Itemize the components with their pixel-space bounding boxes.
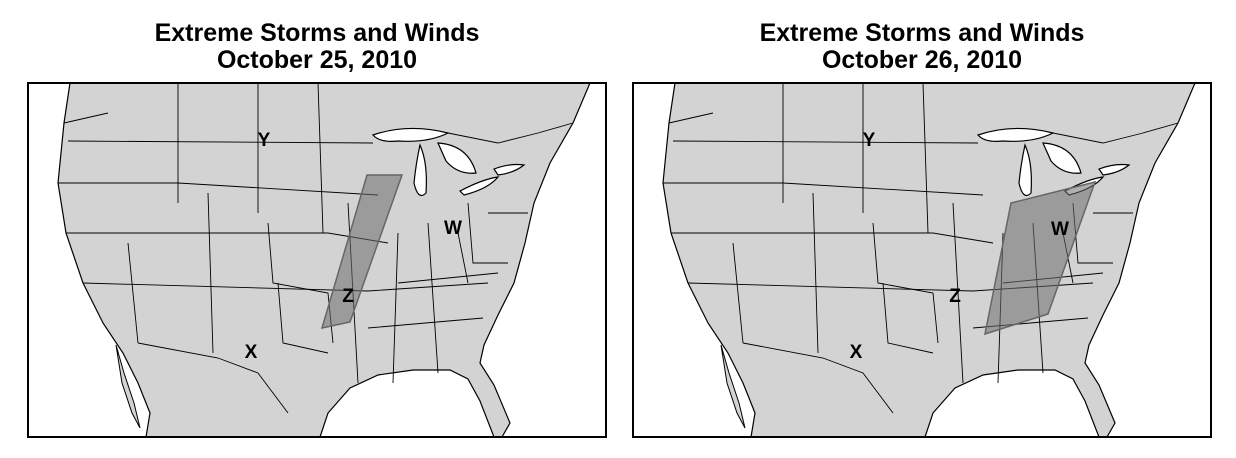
- storm-area: [320, 174, 404, 329]
- lake: [493, 163, 526, 176]
- state-border: [277, 282, 329, 354]
- lake: [1042, 142, 1082, 174]
- lake: [1018, 143, 1032, 196]
- state-border: [392, 232, 399, 384]
- map: Y W Z X: [632, 82, 1212, 438]
- state-border: [668, 112, 714, 124]
- location-label: Z: [949, 286, 961, 307]
- lake: [976, 127, 1055, 142]
- lake: [437, 142, 477, 174]
- state-border: [812, 192, 819, 354]
- map-title: Extreme Storms and Winds: [760, 19, 1085, 47]
- state-border: [207, 192, 214, 354]
- location-label: Z: [342, 286, 354, 307]
- ocean: [924, 369, 1100, 438]
- lake: [458, 176, 500, 196]
- map-title: Extreme Storms and Winds: [155, 19, 480, 47]
- map-date: October 25, 2010: [217, 46, 417, 74]
- map-date: October 26, 2010: [822, 46, 1022, 74]
- state-border: [952, 202, 964, 384]
- state-border: [663, 182, 984, 196]
- state-border: [882, 282, 934, 354]
- state-border: [732, 242, 744, 344]
- location-label: W: [1051, 219, 1069, 240]
- location-label: Y: [863, 130, 876, 151]
- location-label: W: [444, 218, 462, 239]
- map: Y W Z X: [27, 82, 607, 438]
- location-label: X: [245, 342, 258, 363]
- lake: [371, 127, 450, 142]
- state-border: [1052, 122, 1179, 144]
- lake: [413, 143, 427, 196]
- state-border: [671, 232, 994, 244]
- state-border: [82, 282, 489, 292]
- storm-area: [984, 180, 1097, 336]
- map-frame: [27, 82, 607, 438]
- state-border: [58, 182, 379, 196]
- location-label: X: [850, 342, 863, 363]
- state-border: [137, 342, 289, 414]
- state-border: [457, 232, 469, 284]
- state-border: [922, 82, 929, 234]
- state-border: [127, 242, 139, 344]
- lake: [1098, 163, 1131, 176]
- ocean: [1084, 82, 1212, 438]
- state-border: [742, 342, 894, 414]
- state-border: [467, 202, 508, 264]
- map-frame: [632, 82, 1212, 438]
- state-border: [63, 112, 109, 124]
- peninsula: [115, 344, 141, 429]
- state-border: [397, 272, 499, 284]
- state-border: [872, 222, 939, 344]
- state-border: [67, 140, 374, 144]
- state-border: [317, 82, 324, 234]
- state-border: [427, 222, 439, 374]
- state-border: [672, 140, 979, 144]
- ocean: [479, 82, 607, 438]
- location-label: Y: [258, 130, 271, 151]
- state-border: [447, 122, 574, 144]
- ocean: [319, 369, 495, 438]
- state-border: [367, 317, 484, 329]
- peninsula: [720, 344, 746, 429]
